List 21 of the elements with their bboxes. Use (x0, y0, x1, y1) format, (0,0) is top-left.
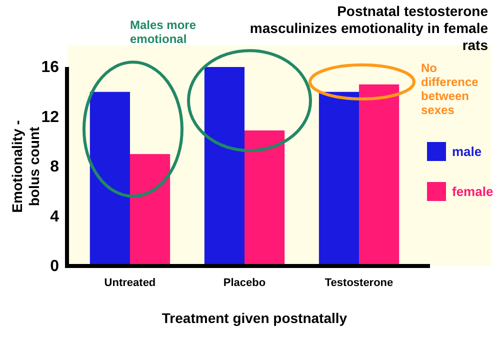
legend-label: male (452, 144, 482, 159)
bar (90, 92, 130, 266)
y-axis-title: Emotionality - bolus count (9, 120, 42, 213)
bar (244, 130, 285, 266)
x-axis-title: Treatment given postnatally (162, 310, 348, 326)
bar (318, 92, 360, 266)
y-tick-label: 8 (50, 158, 60, 176)
annotation: No difference between sexes (421, 61, 479, 117)
legend-label: female (452, 184, 494, 199)
bar (359, 84, 400, 266)
y-tick-label: 0 (50, 258, 60, 276)
x-tick-label: Testosterone (324, 276, 394, 289)
y-tick-label: 4 (50, 208, 60, 226)
x-tick-label: Untreated (104, 276, 156, 289)
chart-title: Postnatal testosterone masculinizes emotionality in female rats (250, 3, 488, 53)
x-tick-label: Placebo (223, 276, 266, 289)
y-tick-label: 16 (41, 59, 60, 76)
y-tick-label: 12 (41, 108, 60, 126)
text: Males more emotional (130, 18, 196, 46)
bar (130, 154, 170, 266)
bar (204, 67, 244, 266)
